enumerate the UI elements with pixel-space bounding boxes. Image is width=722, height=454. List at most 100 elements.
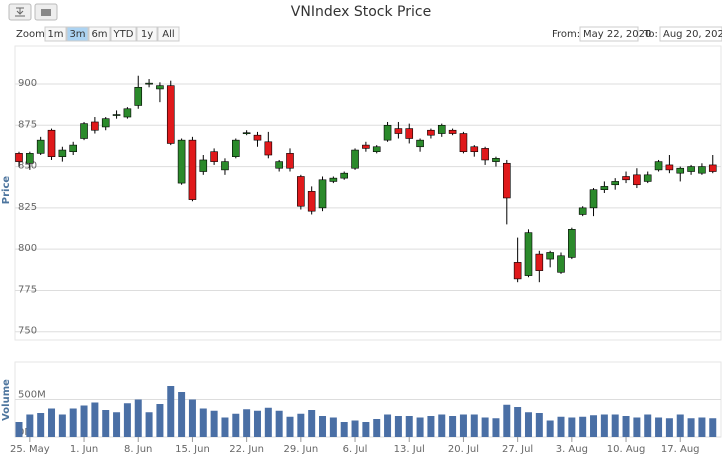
candle-body xyxy=(199,159,208,172)
candle-body xyxy=(221,161,229,171)
volume-bar xyxy=(37,413,45,437)
volume-bar xyxy=(156,404,164,437)
candle-body xyxy=(416,139,424,148)
to-value: Aug 20, 2020 xyxy=(663,29,722,40)
candle-body xyxy=(524,232,533,276)
volume-bar xyxy=(449,416,457,437)
price-pane xyxy=(14,45,722,341)
candle-body xyxy=(286,153,294,169)
volume-bar xyxy=(329,417,337,437)
volume-bar xyxy=(264,407,272,437)
volume-bar xyxy=(243,409,251,437)
volume-bar xyxy=(178,392,186,437)
candle-body xyxy=(166,85,175,144)
candle-body xyxy=(329,177,338,182)
zoom-button[interactable] xyxy=(88,26,111,42)
volume-bar xyxy=(26,414,34,437)
volume-bar xyxy=(600,414,608,437)
volume-bar xyxy=(622,416,630,437)
candle-body xyxy=(546,252,554,260)
volume-bar xyxy=(546,420,554,437)
volume-bar xyxy=(232,413,240,437)
candle-body xyxy=(459,133,468,153)
candle-body xyxy=(643,174,652,182)
from-label: From: xyxy=(552,29,580,40)
candle-body xyxy=(470,146,479,153)
zoom-button[interactable] xyxy=(66,26,89,42)
candle-body xyxy=(26,153,34,164)
from-value: May 22, 2020 xyxy=(583,29,651,40)
volume-axis-label: Volume xyxy=(1,379,12,421)
zoom-button-label: All xyxy=(162,29,174,40)
candle-body xyxy=(492,158,500,162)
volume-bar xyxy=(405,416,413,437)
y-tick-label: 800 xyxy=(18,243,37,254)
candle-body xyxy=(340,172,349,179)
candle-body xyxy=(80,123,88,139)
volume-bar xyxy=(340,422,348,437)
x-tick-label: 17. Aug xyxy=(661,444,700,454)
candle-body xyxy=(502,162,511,199)
x-tick-label: 27. Jul xyxy=(502,444,533,454)
candle-body xyxy=(69,144,77,153)
x-tick-label: 15. Jun xyxy=(175,444,210,454)
x-tick-label: 3. Aug xyxy=(556,444,588,454)
to-label: To: xyxy=(643,29,658,40)
volume-bar xyxy=(459,414,467,437)
from-input[interactable] xyxy=(579,26,639,42)
zoom-button-label: 3m xyxy=(69,29,85,40)
candle-body xyxy=(589,189,598,209)
y-tick-label: 875 xyxy=(18,119,37,130)
candle-body xyxy=(253,134,262,141)
x-tick-label: 10. Aug xyxy=(607,444,646,454)
volume-bar xyxy=(557,416,565,437)
export-buttons[interactable] xyxy=(8,3,58,21)
volume-bar xyxy=(48,408,56,437)
volume-bar xyxy=(80,405,88,437)
x-tick-label: 25. May xyxy=(10,444,50,454)
candle-body xyxy=(427,129,435,136)
volume-bar xyxy=(123,403,131,437)
candle-body xyxy=(36,139,45,154)
candle-body xyxy=(633,174,641,186)
volume-bar xyxy=(351,420,359,437)
chart-title: VNIndex Stock Price xyxy=(291,4,431,20)
candle-body xyxy=(351,149,359,169)
candle-body xyxy=(448,129,457,134)
volume-bar xyxy=(286,416,294,437)
candle-body xyxy=(101,118,110,128)
volume-bar xyxy=(665,418,673,437)
y-tick-label: 825 xyxy=(18,202,37,213)
candle-body xyxy=(557,255,565,273)
volume-bar xyxy=(199,408,207,437)
zoom-button[interactable] xyxy=(136,26,158,42)
volume-bar xyxy=(188,399,196,437)
volume-bar xyxy=(221,417,229,437)
volume-bar xyxy=(676,414,684,437)
zoom-button[interactable] xyxy=(44,26,67,42)
to-input[interactable] xyxy=(659,26,722,42)
y-tick-label: 775 xyxy=(18,284,37,295)
volume-bar xyxy=(698,417,706,437)
candle-body xyxy=(232,139,240,157)
volume-bar xyxy=(113,412,121,437)
zoom-button[interactable] xyxy=(110,26,137,42)
candle-body xyxy=(134,86,143,106)
candle-body xyxy=(318,179,327,209)
candle-body xyxy=(297,176,305,207)
candle-body xyxy=(394,128,403,134)
candle-body xyxy=(156,85,164,90)
volume-bar xyxy=(687,418,695,437)
volume-bar xyxy=(15,422,23,437)
candle-body xyxy=(578,207,587,215)
download-icon xyxy=(15,7,25,17)
candle-body xyxy=(264,141,273,156)
zoom-button[interactable] xyxy=(157,26,180,42)
candle-body xyxy=(405,128,414,139)
x-tick-label: 20. Jul xyxy=(448,444,479,454)
candle-body xyxy=(568,229,576,258)
volume-bar xyxy=(210,410,218,437)
volume-bar xyxy=(481,417,489,437)
volume-bar xyxy=(709,418,717,437)
